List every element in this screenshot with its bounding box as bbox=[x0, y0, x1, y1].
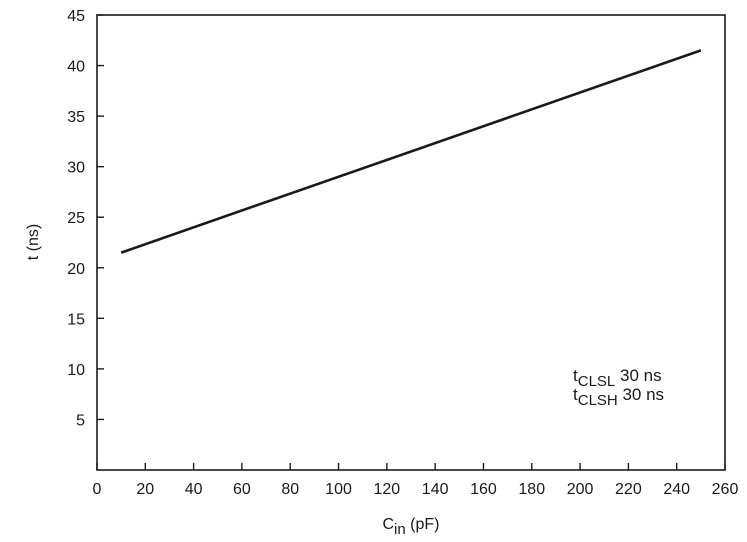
x-tick-label: 220 bbox=[615, 481, 642, 498]
x-axis-label-subscript: in bbox=[394, 521, 406, 538]
y-tick-label: 45 bbox=[67, 8, 85, 25]
x-tick-label: 40 bbox=[185, 481, 203, 498]
x-tick-label: 240 bbox=[663, 481, 690, 498]
x-axis-label-main: C bbox=[382, 516, 394, 533]
x-tick-label: 180 bbox=[518, 481, 545, 498]
x-tick-label: 100 bbox=[325, 481, 352, 498]
y-tick-label: 25 bbox=[67, 210, 85, 227]
annotation-tclsh-main: t bbox=[573, 385, 578, 404]
y-tick-label: 10 bbox=[67, 362, 85, 379]
y-tick-label: 15 bbox=[67, 311, 85, 328]
x-tick-label: 160 bbox=[470, 481, 497, 498]
x-tick-label: 60 bbox=[233, 481, 251, 498]
y-tick-label: 30 bbox=[67, 160, 85, 177]
y-tick-label: 20 bbox=[67, 261, 85, 278]
x-tick-label: 0 bbox=[93, 481, 102, 498]
annotation-tclsl: tCLSL 30 ns bbox=[573, 366, 662, 390]
x-tick-label: 20 bbox=[136, 481, 154, 498]
series-layer bbox=[120, 49, 702, 254]
annotation-tclsl-main: t bbox=[573, 366, 578, 385]
y-tick-label: 5 bbox=[76, 412, 85, 429]
x-axis-ticks: 0 20 40 60 80 100 120 140 160 180 200 220 240 260 bbox=[93, 463, 739, 498]
x-tick-label: 120 bbox=[373, 481, 400, 498]
x-axis-label: Cin (pF) bbox=[382, 516, 439, 538]
x-tick-label: 80 bbox=[281, 481, 299, 498]
x-tick-label: 140 bbox=[422, 481, 449, 498]
plot-frame bbox=[96, 14, 726, 471]
annotation-tclsh-value: 30 ns bbox=[618, 385, 664, 404]
y-axis-ticks: 5 10 15 20 25 30 35 40 45 bbox=[67, 8, 104, 429]
annotation-tclsl-subscript: CLSL bbox=[578, 373, 616, 390]
y-tick-label: 35 bbox=[67, 109, 85, 126]
x-tick-label: 260 bbox=[712, 481, 739, 498]
annotation-tclsh-subscript: CLSH bbox=[578, 392, 618, 409]
annotation-tclsh: tCLSH 30 ns bbox=[573, 385, 664, 409]
y-tick-label: 40 bbox=[67, 59, 85, 76]
x-axis-label-unit: (pF) bbox=[406, 516, 440, 533]
annotation-tclsl-value: 30 ns bbox=[615, 366, 661, 385]
x-tick-label: 200 bbox=[567, 481, 594, 498]
series-line bbox=[120, 49, 702, 254]
y-axis-label: t (ns) bbox=[25, 224, 42, 260]
